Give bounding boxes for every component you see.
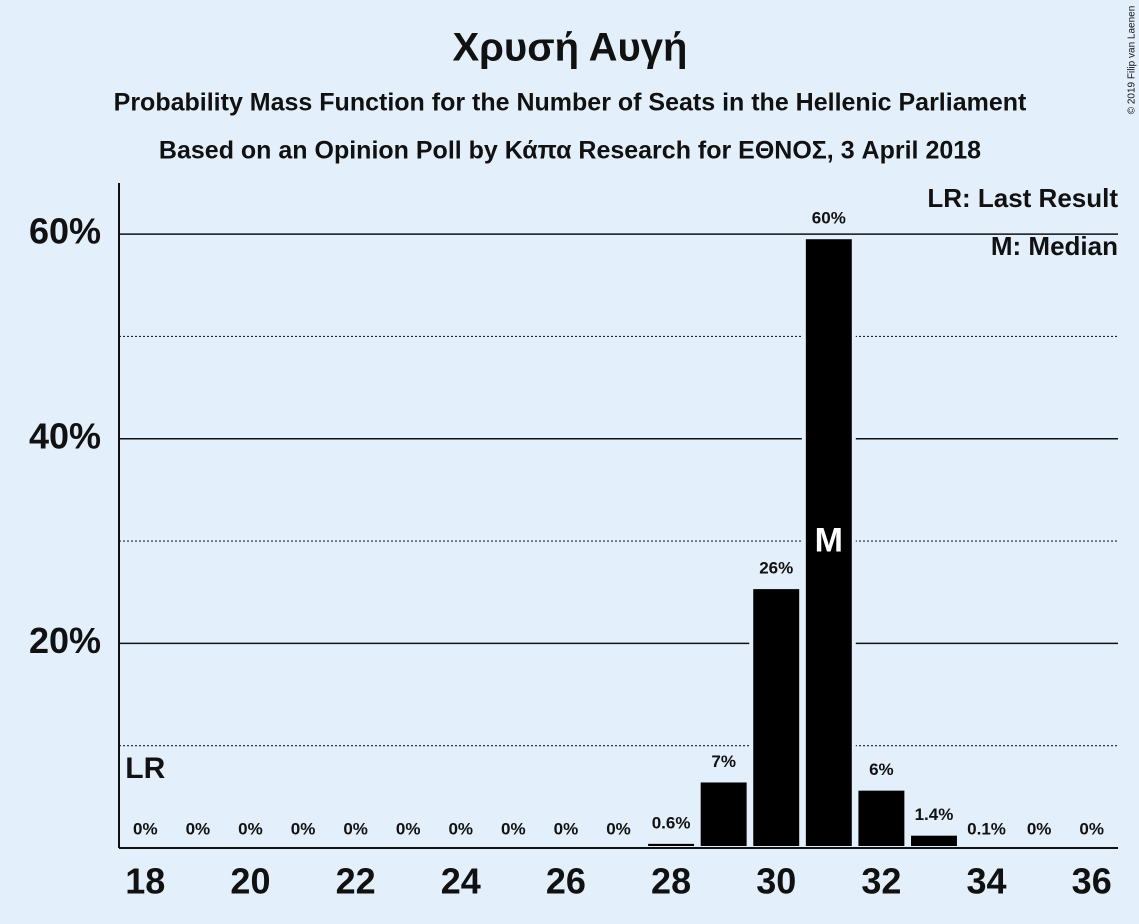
value-label: 0%: [396, 819, 421, 838]
bar: [696, 778, 751, 851]
x-tick-label: 30: [756, 861, 796, 902]
x-tick-label: 32: [861, 861, 901, 902]
bar: [854, 786, 909, 851]
y-tick-label: 20%: [29, 620, 101, 661]
value-label: 0.1%: [967, 819, 1006, 838]
chart-title: Χρυσή Αυγή: [453, 26, 688, 70]
value-label: 60%: [812, 209, 846, 228]
value-label: 0%: [606, 819, 631, 838]
value-label: 0%: [448, 819, 473, 838]
value-label: 7%: [711, 752, 736, 771]
value-label: 0%: [554, 819, 579, 838]
value-label: 26%: [759, 559, 793, 578]
value-label: 0%: [1079, 819, 1104, 838]
y-tick-label: 40%: [29, 415, 101, 456]
value-label: 0%: [501, 819, 526, 838]
legend-entry: LR: Last Result: [927, 183, 1118, 213]
x-tick-label: 34: [967, 861, 1007, 902]
median-marker: M: [815, 522, 843, 560]
x-tick-label: 28: [651, 861, 691, 902]
value-label: 0.6%: [652, 813, 691, 832]
x-tick-label: 20: [230, 861, 270, 902]
value-label: 1.4%: [915, 805, 954, 824]
x-tick-label: 26: [546, 861, 586, 902]
value-label: 0%: [1027, 819, 1052, 838]
chart-subtitle: Probability Mass Function for the Number…: [114, 89, 1027, 117]
x-tick-label: 24: [441, 861, 481, 902]
value-label: 6%: [869, 760, 894, 779]
x-tick-label: 18: [125, 861, 165, 902]
value-label: 0%: [186, 819, 211, 838]
x-tick-label: 22: [336, 861, 376, 902]
y-tick-label: 60%: [29, 211, 101, 252]
value-label: 0%: [343, 819, 368, 838]
x-tick-label: 36: [1072, 861, 1112, 902]
copyright: © 2019 Filip van Laenen: [1127, 6, 1138, 115]
bar: [749, 585, 804, 850]
last-result-marker: LR: [125, 752, 165, 785]
value-label: 0%: [133, 819, 158, 838]
value-label: 0%: [291, 819, 316, 838]
chart-subtitle: Based on an Opinion Poll by Κάπα Researc…: [159, 137, 981, 165]
bar: [906, 831, 961, 851]
legend-entry: M: Median: [991, 231, 1118, 261]
value-label: 0%: [238, 819, 263, 838]
